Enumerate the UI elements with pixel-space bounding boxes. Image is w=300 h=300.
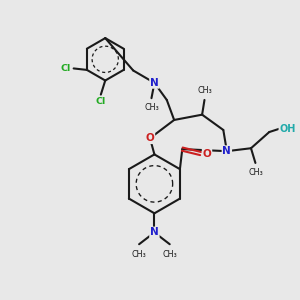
Text: Cl: Cl	[60, 64, 70, 73]
Text: N: N	[150, 78, 159, 88]
Text: OH: OH	[279, 124, 296, 134]
Text: Cl: Cl	[96, 97, 106, 106]
Text: N: N	[223, 146, 231, 156]
Text: O: O	[202, 148, 211, 158]
Text: N: N	[150, 227, 159, 237]
Text: CH₃: CH₃	[132, 250, 146, 259]
Text: CH₃: CH₃	[248, 168, 263, 177]
Text: CH₃: CH₃	[144, 103, 159, 112]
Text: O: O	[146, 133, 154, 143]
Text: CH₃: CH₃	[197, 85, 212, 94]
Text: CH₃: CH₃	[162, 250, 177, 259]
